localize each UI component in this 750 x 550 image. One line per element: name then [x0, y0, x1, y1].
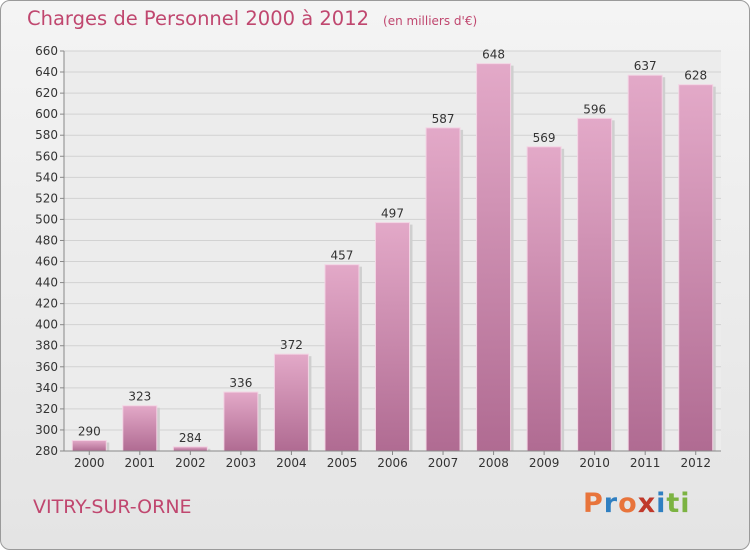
bar-2008 [476, 63, 512, 452]
value-label: 628 [684, 69, 707, 83]
bar-2006 [375, 222, 410, 452]
bar-2001 [122, 405, 158, 452]
x-tick-label: 2009 [529, 456, 560, 470]
x-tick-label: 2010 [579, 456, 610, 470]
y-tick-label: 320 [35, 402, 58, 416]
logo-letter: t [666, 488, 681, 519]
y-tick-label: 340 [35, 381, 58, 395]
y-tick-label: 400 [35, 318, 58, 332]
data-labels: 290 323 284 336 372 457 497 587 648 569 596 637 628 [78, 48, 707, 445]
y-tick-label: 540 [35, 170, 58, 184]
value-label: 457 [331, 249, 354, 263]
bar-2002 [172, 446, 208, 452]
y-tick-label: 280 [35, 444, 58, 458]
logo-letter: r [603, 488, 619, 519]
proxiti-logo: Proxiti [583, 488, 691, 519]
bar-2009 [526, 146, 562, 452]
logo-letter: P [583, 488, 604, 519]
y-tick-label: 580 [35, 128, 58, 142]
x-axis: 2000 2001 2002 2003 2004 2005 2006 2007 2008 2009… [64, 450, 721, 470]
logo-letter: i [656, 488, 667, 519]
bar-2005 [324, 264, 360, 452]
value-label: 284 [179, 431, 202, 445]
value-label: 497 [381, 207, 404, 221]
x-tick-label: 2006 [377, 456, 408, 470]
value-label: 336 [229, 376, 252, 390]
y-tick-label: 640 [35, 65, 58, 79]
value-label: 569 [533, 131, 556, 145]
x-tick-label: 2007 [428, 456, 459, 470]
bar-2003 [223, 391, 259, 452]
logo-letter: x [637, 488, 657, 519]
y-tick-label: 300 [35, 423, 58, 437]
value-label: 596 [583, 102, 606, 116]
x-tick-label: 2002 [175, 456, 206, 470]
bars [71, 63, 716, 452]
bar-2011 [627, 74, 663, 452]
x-tick-label: 2000 [74, 456, 105, 470]
bar-2000 [71, 439, 107, 452]
commune-name: VITRY-SUR-ORNE [33, 496, 192, 518]
value-label: 587 [432, 112, 455, 126]
x-tick-label: 2003 [226, 456, 257, 470]
chart-unit: (en milliers d'€) [383, 14, 478, 28]
y-tick-label: 360 [35, 360, 58, 374]
logo-letter: o [618, 488, 638, 519]
y-tick-label: 560 [35, 149, 58, 163]
y-tick-label: 520 [35, 191, 58, 205]
y-tick-label: 600 [35, 107, 58, 121]
y-tick-label: 660 [35, 44, 58, 58]
chart-title: Charges de Personnel 2000 à 2012 [27, 7, 370, 30]
bar-2012 [678, 84, 714, 452]
bar-2007 [425, 127, 461, 452]
value-label: 323 [128, 390, 151, 404]
bar-2004 [273, 353, 309, 452]
y-tick-label: 620 [35, 86, 58, 100]
y-tick-label: 380 [35, 339, 58, 353]
y-tick-label: 480 [35, 233, 58, 247]
y-tick-label: 460 [35, 255, 58, 269]
y-tick-label: 420 [35, 297, 58, 311]
value-label: 372 [280, 338, 303, 352]
bar-2010 [577, 117, 613, 452]
x-tick-label: 2011 [630, 456, 661, 470]
title-row: Charges de Personnel 2000 à 2012 (en mill… [27, 7, 477, 30]
x-tick-label: 2012 [680, 456, 711, 470]
value-label: 637 [634, 59, 657, 73]
x-tick-label: 2001 [125, 456, 156, 470]
value-label: 648 [482, 48, 505, 62]
y-tick-label: 500 [35, 212, 58, 226]
x-tick-label: 2008 [478, 456, 509, 470]
value-label: 290 [78, 424, 101, 438]
y-tick-label: 440 [35, 276, 58, 290]
x-tick-label: 2004 [276, 456, 307, 470]
logo-letter: i [680, 488, 691, 519]
x-tick-label: 2005 [327, 456, 358, 470]
y-axis: 280 300 320 340 360 380 400 420 440 460 480 500 520 5… [35, 44, 65, 458]
